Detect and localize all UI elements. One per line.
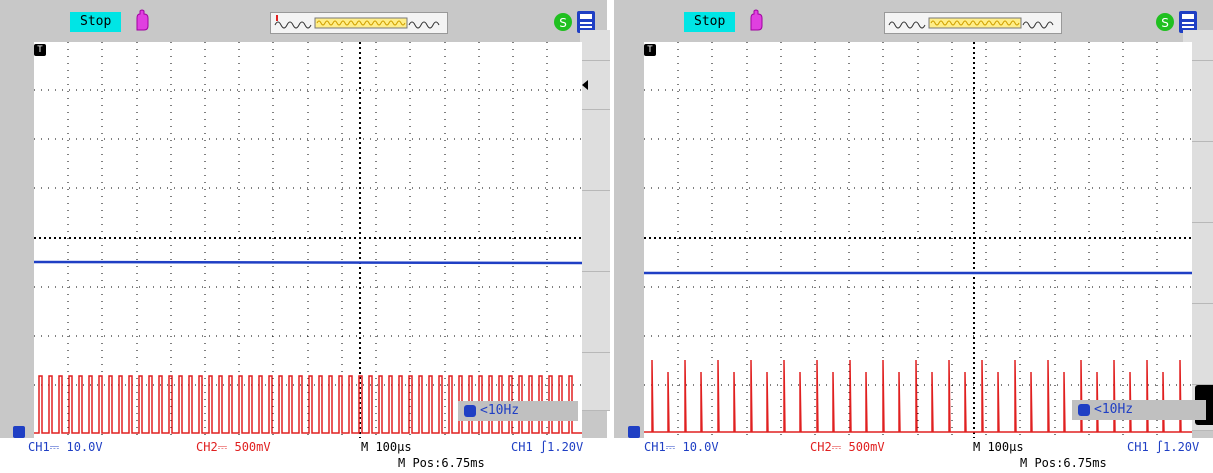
horizontal-position: M Pos:6.75ms	[398, 456, 485, 470]
ch1-trace	[34, 260, 582, 265]
ch2-scale[interactable]: CH2⎓ 500mV	[810, 440, 885, 454]
usb-icon	[1156, 13, 1174, 31]
softkey-1[interactable]	[580, 30, 610, 61]
oscilloscope-screen-left: Stop S	[0, 0, 610, 473]
timebase[interactable]: M 100μs	[361, 440, 412, 454]
graticule	[644, 42, 1192, 438]
oscilloscope-screen-right: Stop S	[614, 0, 1213, 473]
softkey-4[interactable]	[580, 191, 610, 272]
ch2-scale[interactable]: CH2⎓ 500mV	[196, 440, 271, 454]
status-footer: CH1⎓ 10.0V CH2⎓ 500mV M 100μs CH1 ∫1.20V…	[0, 438, 607, 473]
run-status-badge[interactable]: Stop	[70, 12, 122, 32]
ch1-scale[interactable]: CH1⎓ 10.0V	[644, 440, 719, 454]
usb-icon	[554, 13, 572, 31]
run-status-badge[interactable]: Stop	[684, 12, 736, 32]
timebase[interactable]: M 100μs	[973, 440, 1024, 454]
top-status-bar: Stop S	[614, 0, 1213, 36]
stop-hand-icon	[750, 9, 763, 31]
softkey-3[interactable]	[580, 110, 610, 191]
frequency-value: <10Hz	[480, 403, 520, 418]
ch2-trace	[644, 359, 1192, 433]
frequency-icon	[464, 405, 476, 417]
svg-text:S: S	[559, 16, 567, 30]
softkey-5[interactable]	[580, 272, 610, 353]
status-footer: CH1⎓ 10.0V CH2⎓ 500mV M 100μs CH1 ∫1.20V…	[614, 438, 1213, 473]
acquisition-waveform-icon	[884, 12, 1062, 34]
frequency-icon	[1078, 404, 1090, 416]
trigger-marker-icon: T	[34, 44, 46, 56]
trigger-marker-icon: T	[644, 44, 656, 56]
waveform-display	[644, 42, 1192, 438]
horizontal-position: M Pos:6.75ms	[1020, 456, 1107, 470]
softkey-panel	[580, 30, 610, 411]
acquisition-waveform-icon	[270, 12, 448, 34]
svg-text:S: S	[1161, 16, 1169, 30]
trigger-setting[interactable]: CH1 ∫1.20V	[1127, 440, 1200, 454]
top-status-bar: Stop S	[0, 0, 607, 36]
waveform-display	[34, 42, 582, 438]
menu-arrow-icon	[582, 80, 588, 90]
usb-printer-icons: S	[1156, 11, 1197, 33]
ch1-ground-marker-icon	[13, 426, 25, 438]
ch1-ground-marker-icon	[628, 426, 640, 438]
ch2-trace	[34, 375, 582, 434]
ch1-scale[interactable]: CH1⎓ 10.0V	[28, 440, 103, 454]
softkey-6[interactable]	[580, 353, 610, 411]
graticule	[34, 42, 582, 438]
trigger-setting[interactable]: CH1 ∫1.20V	[511, 440, 584, 454]
usb-printer-icons: S	[554, 11, 595, 33]
frequency-readout: <10Hz	[458, 401, 578, 421]
stop-hand-icon	[136, 9, 149, 31]
frequency-readout: <10Hz	[1072, 400, 1206, 420]
frequency-value: <10Hz	[1094, 402, 1134, 417]
